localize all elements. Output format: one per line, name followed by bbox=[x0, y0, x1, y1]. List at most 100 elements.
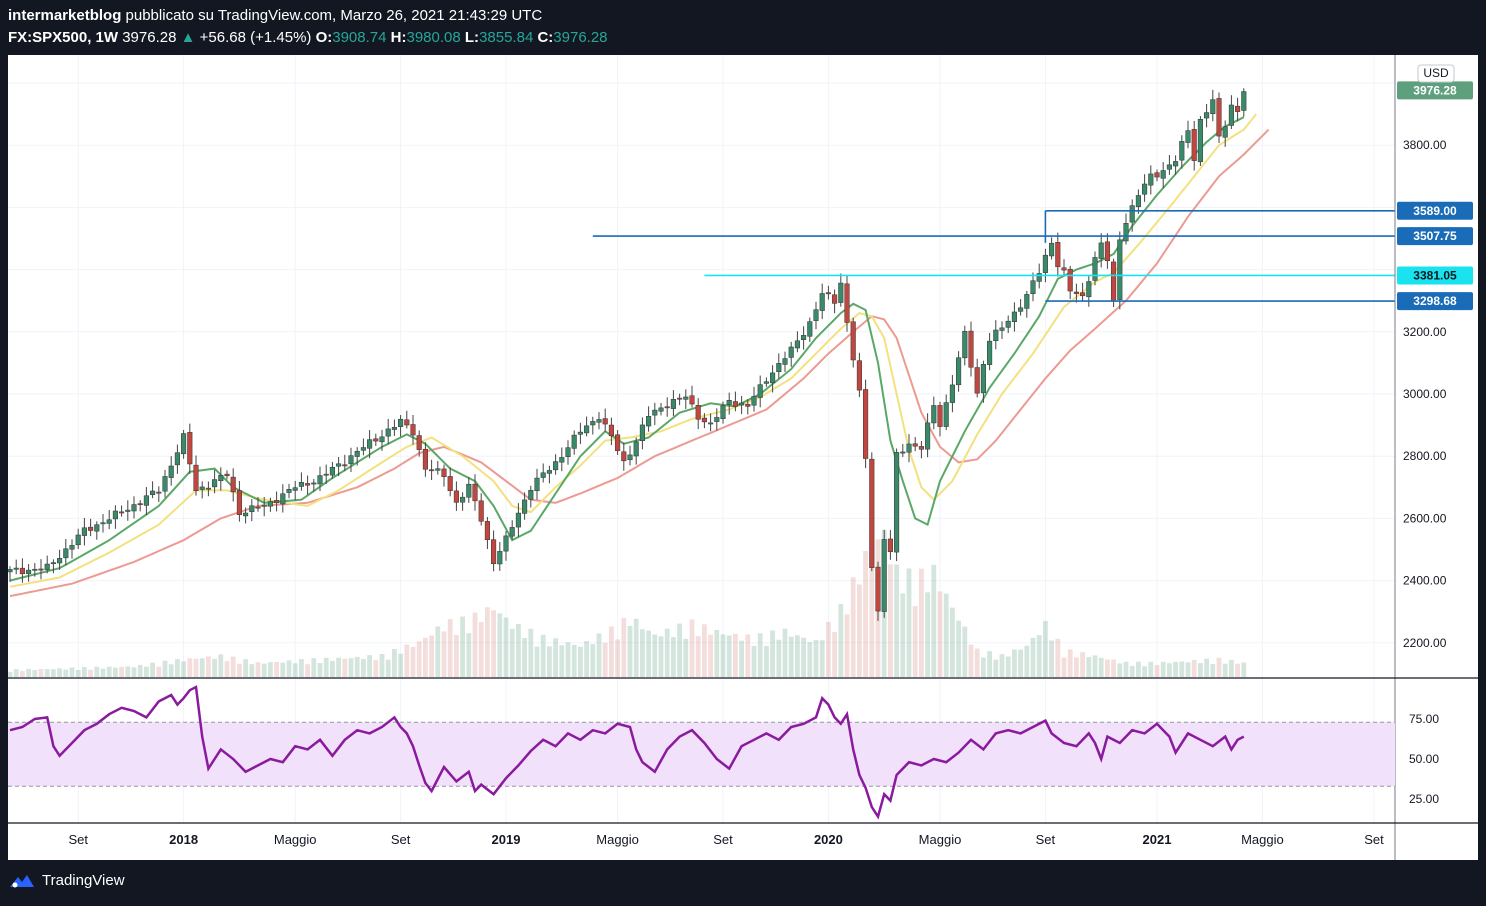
chart-canvas[interactable]: 2200.00 2400.00 2600.00 2800.00 3000.00 3200.… bbox=[8, 55, 1478, 860]
candle-body bbox=[900, 451, 906, 454]
volume-bar bbox=[751, 645, 757, 677]
candle-body bbox=[286, 488, 292, 493]
volume-bar bbox=[491, 610, 496, 677]
volume-bar bbox=[94, 666, 100, 677]
candle-body bbox=[602, 418, 608, 425]
volume-bar bbox=[268, 662, 273, 677]
candle-body bbox=[1005, 320, 1011, 328]
volume-bar bbox=[20, 670, 25, 677]
candle-body bbox=[162, 476, 168, 492]
volume-bar bbox=[664, 628, 670, 677]
volume-bar bbox=[813, 640, 819, 677]
candle-body bbox=[32, 568, 38, 571]
volume-bar bbox=[776, 639, 782, 677]
volume-bar bbox=[168, 664, 174, 677]
volume-bar bbox=[1235, 663, 1240, 677]
volume-bar bbox=[528, 628, 534, 677]
candle-body bbox=[367, 439, 373, 449]
candle-body bbox=[1235, 105, 1241, 112]
volume-bar bbox=[1055, 638, 1061, 677]
volume-bar bbox=[726, 635, 732, 677]
candle-body bbox=[168, 465, 174, 478]
volume-bar bbox=[863, 551, 868, 677]
volume-bar bbox=[1210, 664, 1216, 677]
candle-body bbox=[453, 490, 459, 503]
volume-bar bbox=[206, 656, 211, 677]
volume-bar bbox=[931, 564, 937, 677]
candle-body bbox=[881, 539, 887, 612]
volume-bar bbox=[559, 645, 565, 677]
candle-body bbox=[373, 438, 379, 442]
candle-body bbox=[205, 487, 211, 490]
tradingview-brand[interactable]: TradingView bbox=[8, 872, 125, 889]
candle-body bbox=[689, 395, 695, 405]
candle-body bbox=[639, 424, 645, 441]
candle-body bbox=[1042, 254, 1048, 273]
time-tick-label: Maggio bbox=[596, 832, 639, 847]
candle-body bbox=[280, 493, 286, 505]
volume-bar bbox=[435, 626, 441, 677]
volume-bar bbox=[999, 654, 1005, 677]
author-name[interactable]: intermarketblog bbox=[8, 7, 122, 24]
volume-bar bbox=[1061, 657, 1067, 677]
level-label: 3589.00 bbox=[1413, 204, 1457, 218]
volume-bar bbox=[63, 669, 69, 677]
candle-body bbox=[658, 407, 664, 412]
candle-body bbox=[181, 433, 187, 455]
candle-body bbox=[255, 506, 261, 509]
candle-body bbox=[44, 563, 50, 571]
volume-bar bbox=[652, 634, 658, 677]
volume-bar bbox=[534, 646, 540, 677]
price-change: +56.68 (+1.45%) bbox=[199, 29, 312, 46]
volume-bar bbox=[125, 666, 131, 677]
candle-body bbox=[894, 452, 900, 553]
candle-body bbox=[807, 321, 813, 337]
volume-bar bbox=[1086, 657, 1092, 677]
volume-bar bbox=[602, 642, 608, 677]
candle-body bbox=[819, 293, 825, 311]
rsi-tick-label: 75.00 bbox=[1409, 712, 1439, 726]
volume-bar bbox=[838, 604, 844, 677]
volume-bar bbox=[1216, 657, 1222, 677]
candle-body bbox=[1024, 294, 1030, 309]
open-label: O: bbox=[315, 29, 333, 46]
candle-body bbox=[596, 419, 602, 423]
candle-body bbox=[1067, 268, 1073, 292]
volume-bar bbox=[361, 658, 366, 677]
price-tick-label: 3200.00 bbox=[1403, 325, 1447, 339]
candle-body bbox=[615, 434, 621, 451]
price-tick-label: 2800.00 bbox=[1403, 449, 1447, 463]
candle-body bbox=[1030, 280, 1036, 294]
rsi-line bbox=[9, 685, 1245, 820]
volume-bar bbox=[807, 642, 813, 677]
rsi-band bbox=[8, 722, 1395, 787]
volume-bar bbox=[113, 667, 118, 677]
chart-panel[interactable]: 2200.00 2400.00 2600.00 2800.00 3000.00 3200.… bbox=[8, 55, 1478, 860]
candle-body bbox=[1216, 98, 1222, 137]
up-arrow-icon: ▲ bbox=[180, 29, 196, 46]
candle-body bbox=[664, 406, 670, 409]
candle-body bbox=[274, 500, 280, 504]
candle-body bbox=[646, 416, 652, 427]
volume-bar bbox=[292, 663, 298, 677]
volume-bar bbox=[454, 634, 459, 677]
volume-bar bbox=[1222, 663, 1228, 677]
volume-bar bbox=[646, 630, 651, 677]
volume-bar bbox=[720, 634, 726, 677]
level-label: 3298.68 bbox=[1413, 294, 1457, 308]
volume-bar bbox=[788, 636, 794, 677]
candle-body bbox=[360, 447, 366, 451]
candle-body bbox=[726, 400, 732, 405]
candle-body bbox=[863, 389, 869, 459]
volume-bar bbox=[1030, 637, 1036, 677]
candle-body bbox=[100, 522, 106, 525]
candle-body bbox=[875, 566, 881, 612]
volume-bar bbox=[1074, 657, 1079, 677]
volume-bar bbox=[367, 655, 372, 677]
time-tick-label: Set bbox=[1036, 832, 1056, 847]
symbol-name[interactable]: FX:SPX500, 1W bbox=[8, 29, 119, 46]
candle-body bbox=[1166, 164, 1172, 170]
candle-body bbox=[1222, 126, 1228, 138]
candle-body bbox=[466, 483, 472, 498]
candle-body bbox=[887, 538, 893, 552]
